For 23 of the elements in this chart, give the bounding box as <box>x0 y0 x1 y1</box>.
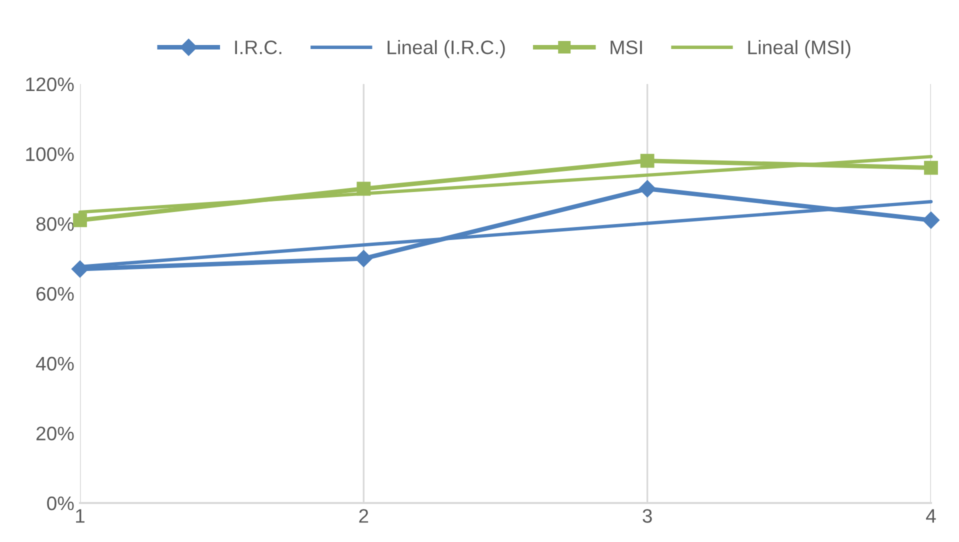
y-tick-label: 0% <box>47 496 74 510</box>
legend-label: Lineal (MSI) <box>748 40 850 58</box>
y-tick-label: 20% <box>36 426 74 440</box>
y-tick-label: 120% <box>26 77 74 92</box>
point <box>922 212 940 229</box>
x-tick-label: 4 <box>926 509 936 523</box>
legend-label: Lineal (I.R.C.) <box>388 40 505 58</box>
legend-label: MSI <box>610 40 642 54</box>
point <box>73 213 87 228</box>
point <box>356 182 371 196</box>
x-tick-label: 1 <box>76 509 84 523</box>
y-tick-label: 100% <box>26 147 74 162</box>
y-tick-label: 60% <box>36 286 74 301</box>
x-tick-label: 3 <box>642 509 652 523</box>
point <box>640 154 654 168</box>
point <box>924 160 938 175</box>
y-tick-label: 80% <box>36 217 74 231</box>
x-tick-label: 2 <box>359 509 368 523</box>
point <box>71 260 89 278</box>
point <box>638 180 656 198</box>
y-tick-label: 40% <box>36 356 74 371</box>
point <box>355 250 372 268</box>
legend-label: I.R.C. <box>235 40 282 54</box>
